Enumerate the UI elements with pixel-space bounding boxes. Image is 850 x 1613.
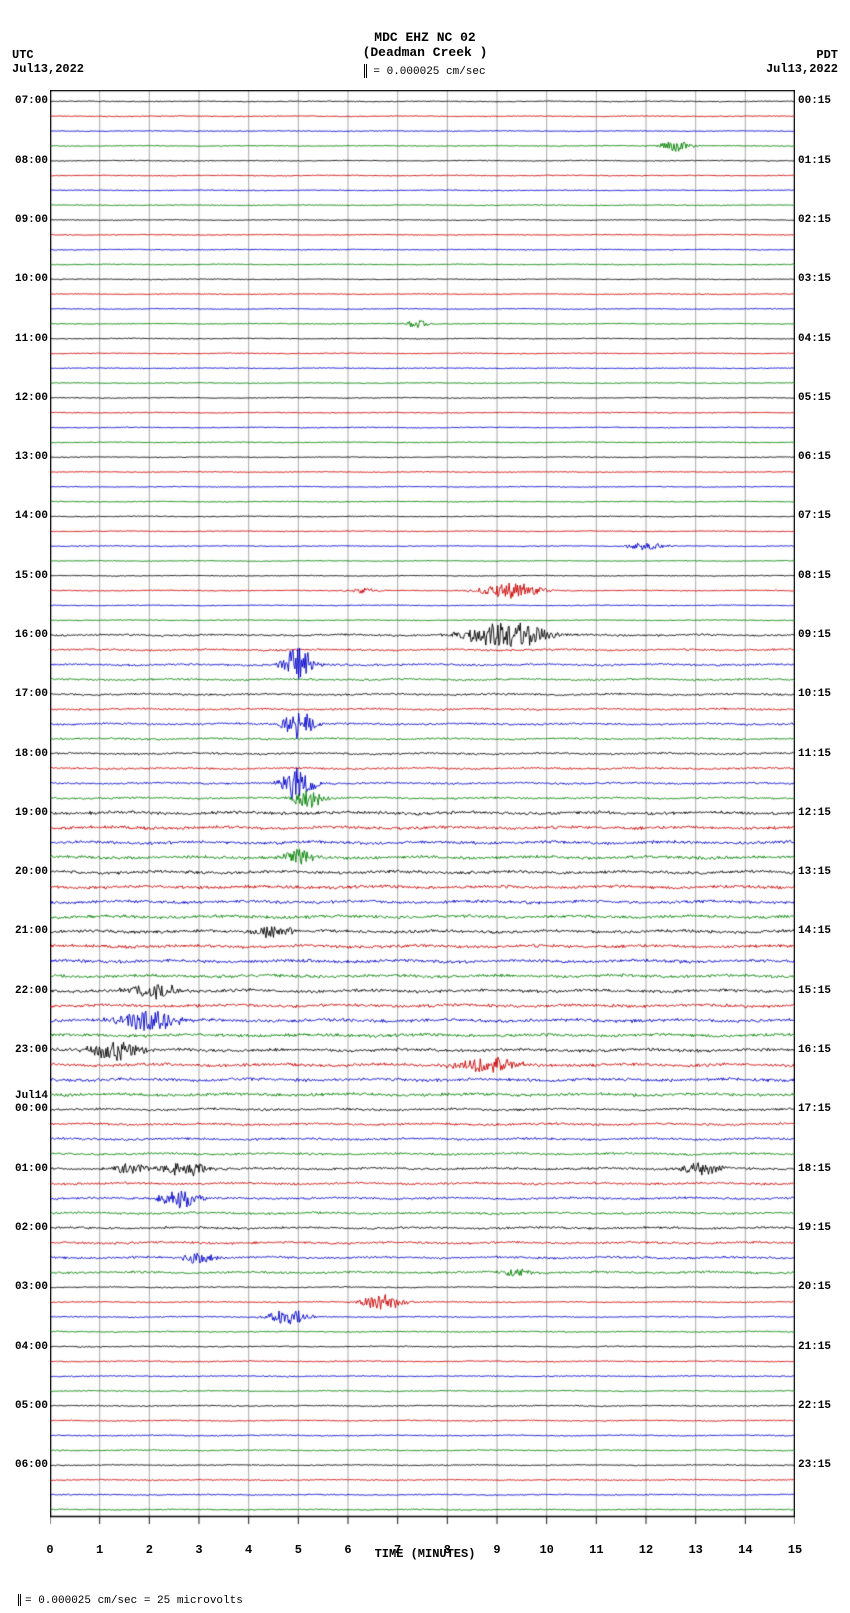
x-axis-label: TIME (MINUTES) [375,1547,476,1561]
left-date-label: Jul14 [15,1090,48,1102]
left-time-label: 13:00 [15,451,48,463]
right-time-label: 10:15 [798,688,831,700]
x-tick: 6 [344,1543,351,1557]
left-time-label: 12:00 [15,392,48,404]
right-time-label: 06:15 [798,451,831,463]
right-time-label: 12:15 [798,807,831,819]
x-tick: 11 [589,1543,603,1557]
x-tick: 0 [46,1543,53,1557]
scale-bar-icon [364,64,367,78]
tz-right: PDT Jul13,2022 [766,48,838,76]
left-time-label: 10:00 [15,273,48,285]
left-time-label: 22:00 [15,985,48,997]
footer-bar-icon [18,1594,21,1606]
left-time-label: 08:00 [15,155,48,167]
right-time-label: 08:15 [798,570,831,582]
right-time-label: 16:15 [798,1044,831,1056]
right-time-label: 22:15 [798,1400,831,1412]
x-tick: 5 [295,1543,302,1557]
right-time-label: 02:15 [798,214,831,226]
left-time-label: 20:00 [15,866,48,878]
location-header: (Deadman Creek ) [0,45,850,60]
x-tick: 10 [539,1543,553,1557]
right-time-label: 15:15 [798,985,831,997]
left-time-label: 21:00 [15,925,48,937]
left-time-label: 18:00 [15,748,48,760]
plot-area: 012345678910111213141507:0008:0009:0010:… [50,90,795,1533]
right-time-label: 18:15 [798,1163,831,1175]
station-header: MDC EHZ NC 02 [0,0,850,45]
left-time-label: 17:00 [15,688,48,700]
left-time-label: 19:00 [15,807,48,819]
tz-right-label: PDT [766,48,838,62]
right-time-label: 05:15 [798,392,831,404]
tz-right-date: Jul13,2022 [766,62,838,76]
x-tick: 15 [788,1543,802,1557]
right-time-label: 20:15 [798,1281,831,1293]
left-time-label: 03:00 [15,1281,48,1293]
x-tick: 4 [245,1543,252,1557]
right-time-label: 11:15 [798,748,831,760]
scale-text: = 0.000025 cm/sec [373,66,485,78]
right-time-label: 00:15 [798,95,831,107]
x-tick: 9 [493,1543,500,1557]
tz-left-date: Jul13,2022 [12,62,84,76]
right-time-label: 19:15 [798,1222,831,1234]
right-time-label: 09:15 [798,629,831,641]
left-time-label: 14:00 [15,510,48,522]
right-time-label: 21:15 [798,1341,831,1353]
left-time-label: 15:00 [15,570,48,582]
left-time-label: 11:00 [15,333,48,345]
left-time-label: 23:00 [15,1044,48,1056]
right-time-label: 17:15 [798,1103,831,1115]
right-time-label: 14:15 [798,925,831,937]
footer: = 0.000025 cm/sec = 25 microvolts [10,1594,243,1607]
left-time-label: 00:00 [15,1103,48,1115]
x-tick: 1 [96,1543,103,1557]
left-time-label: 05:00 [15,1400,48,1412]
x-tick: 12 [639,1543,653,1557]
seismogram-canvas [50,90,795,1533]
tz-left-label: UTC [12,48,84,62]
left-time-label: 16:00 [15,629,48,641]
right-time-label: 03:15 [798,273,831,285]
tz-left: UTC Jul13,2022 [12,48,84,76]
right-time-label: 01:15 [798,155,831,167]
footer-text: = 0.000025 cm/sec = 25 microvolts [25,1595,243,1607]
left-time-label: 01:00 [15,1163,48,1175]
x-tick: 2 [146,1543,153,1557]
right-time-label: 13:15 [798,866,831,878]
x-tick: 3 [195,1543,202,1557]
scale-label: = 0.000025 cm/sec [0,64,850,78]
x-tick: 14 [738,1543,752,1557]
right-time-label: 07:15 [798,510,831,522]
left-time-label: 02:00 [15,1222,48,1234]
right-time-label: 23:15 [798,1459,831,1471]
left-time-label: 06:00 [15,1459,48,1471]
left-time-label: 07:00 [15,95,48,107]
x-tick: 13 [688,1543,702,1557]
left-time-label: 09:00 [15,214,48,226]
right-time-label: 04:15 [798,333,831,345]
left-time-label: 04:00 [15,1341,48,1353]
